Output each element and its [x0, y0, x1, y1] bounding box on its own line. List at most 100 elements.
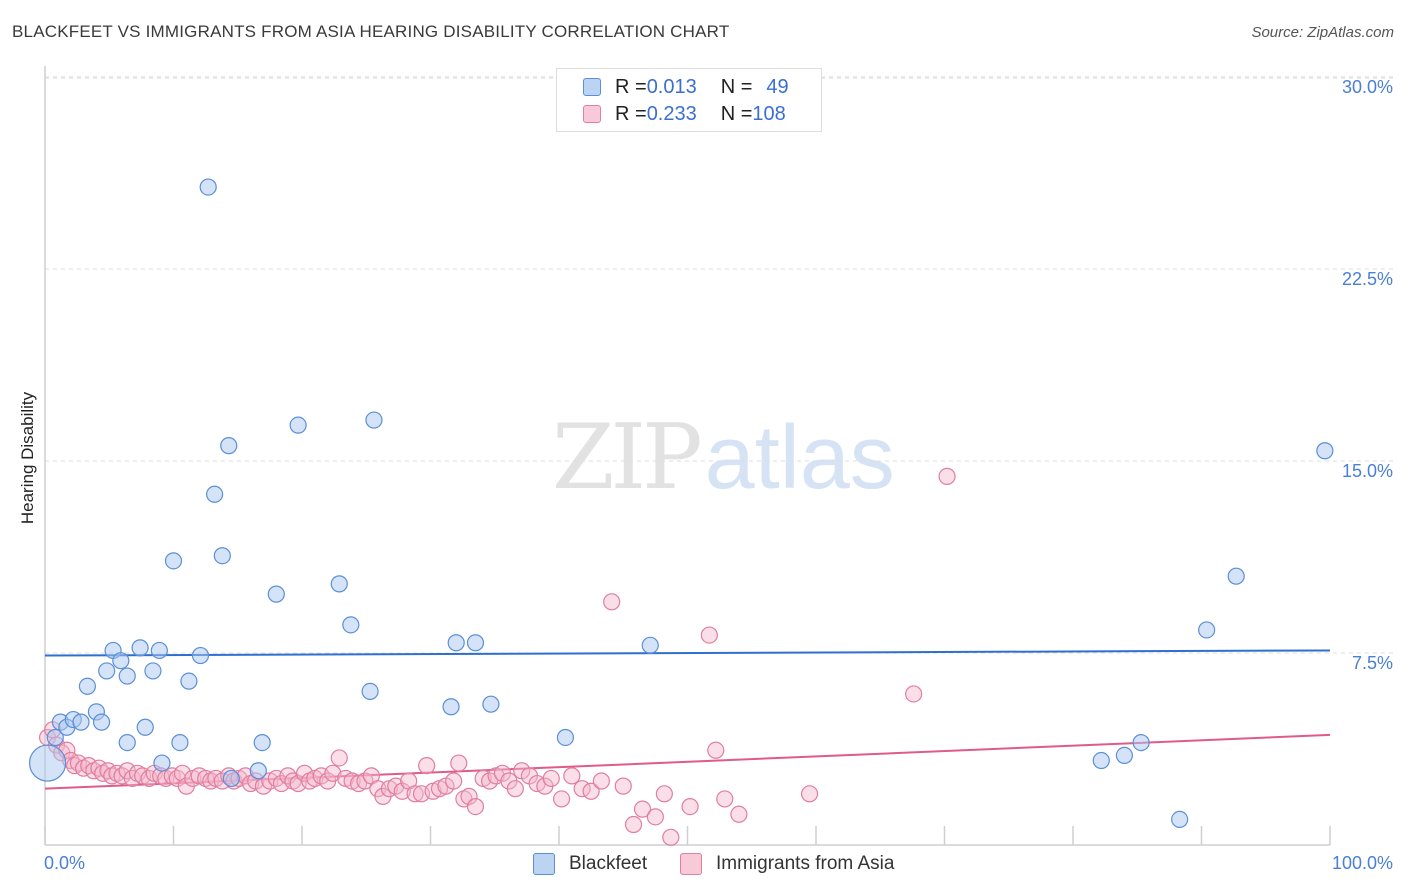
data-point-immigrants [173, 764, 192, 782]
bottom-swatch-blue [533, 853, 555, 875]
data-point-blackfeet [1132, 733, 1150, 752]
data-point-blackfeet [253, 733, 271, 752]
data-point-immigrants [406, 785, 424, 803]
data-point-blackfeet [466, 634, 485, 652]
data-point-blackfeet [28, 744, 67, 782]
data-point-blackfeet [199, 178, 217, 196]
data-point-blackfeet [330, 575, 348, 593]
data-point-blackfeet [136, 718, 154, 736]
data-point-immigrants [69, 754, 88, 772]
trend-lines [44, 649, 1331, 790]
bottom-legend-label: Blackfeet [569, 853, 648, 874]
data-point-blackfeet [150, 641, 168, 660]
data-point-blackfeet [72, 713, 90, 731]
data-point-immigrants [624, 815, 643, 834]
data-point-immigrants [324, 764, 342, 782]
data-point-blackfeet [118, 733, 136, 752]
bottom-legend-immigrants: Immigrants from Asia [680, 852, 894, 876]
data-point-blackfeet [92, 713, 111, 731]
y-tick-label: 30.0% [1342, 77, 1393, 97]
data-point-immigrants [393, 782, 411, 800]
data-point-immigrants [633, 800, 652, 818]
legend-n-value: 49 [766, 75, 789, 98]
data-point-immigrants [681, 797, 699, 816]
chart-title: BLACKFEET VS IMMIGRANTS FROM ASIA HEARIN… [12, 22, 730, 41]
data-point-immigrants [716, 790, 734, 808]
data-point-immigrants [552, 790, 571, 808]
data-point-immigrants [450, 754, 468, 772]
data-point-immigrants [730, 805, 748, 823]
data-point-blackfeet [220, 437, 238, 455]
data-point-immigrants [563, 767, 581, 785]
data-point-immigrants [707, 741, 725, 759]
legend-n-value: 108 [752, 102, 786, 125]
data-point-blackfeet [1316, 442, 1334, 460]
data-point-immigrants [445, 772, 463, 790]
data-point-blackfeet [1115, 746, 1134, 765]
axes [44, 66, 1331, 846]
bottom-swatch-pink [680, 853, 702, 875]
trend-line-blackfeet [44, 649, 1331, 657]
data-point-blackfeet [180, 672, 198, 690]
source-label: Source: ZipAtlas.com [1251, 24, 1394, 41]
data-point-immigrants [123, 769, 141, 788]
data-point-blackfeet [191, 646, 210, 665]
data-point-immigrants [330, 749, 348, 767]
x-tick-label: 0.0% [44, 853, 85, 873]
data-point-blackfeet [213, 547, 231, 565]
data-point-blackfeet [342, 616, 360, 634]
data-point-blackfeet [482, 695, 500, 713]
data-point-immigrants [542, 769, 560, 788]
data-point-immigrants [614, 777, 632, 795]
legend-n-label: N = [720, 75, 753, 98]
data-point-immigrants [603, 593, 621, 611]
stats-legend: R = 0.013 N = 49 R = 0.233 N = 108 [556, 68, 822, 132]
legend-r-value: 0.013 [646, 75, 697, 98]
bottom-legend-label: Immigrants from Asia [716, 853, 895, 874]
data-point-blackfeet [206, 485, 224, 503]
bottom-legend-blackfeet: Blackfeet [533, 852, 647, 876]
data-point-immigrants [655, 785, 673, 803]
data-point-immigrants [582, 782, 600, 800]
data-point-blackfeet [222, 769, 240, 788]
data-point-blackfeet [1092, 751, 1110, 770]
data-point-blackfeet [164, 552, 183, 570]
data-point-blackfeet [118, 667, 136, 685]
data-point-blackfeet [1227, 567, 1245, 585]
data-point-blackfeet [1171, 810, 1189, 829]
data-point-immigrants [592, 772, 611, 790]
data-point-blackfeet [249, 762, 267, 780]
y-tick-label: 7.5% [1352, 653, 1393, 673]
tick-labels: 7.5% 15.0% 22.5% 30.0% 0.0% 100.0% [44, 77, 1393, 873]
data-point-immigrants [938, 467, 956, 485]
data-point-immigrants [800, 785, 819, 803]
legend-swatch-blue [583, 78, 601, 96]
data-point-blackfeet [144, 662, 162, 680]
data-point-blackfeet [78, 677, 97, 695]
watermark: ZIPatlas [552, 405, 895, 510]
legend-n-label: N = [720, 102, 753, 125]
data-point-blackfeet [131, 639, 149, 657]
grid-lines [45, 76, 1395, 654]
legend-swatch-pink [583, 105, 601, 123]
legend-r-label: R = [615, 75, 647, 98]
data-point-blackfeet [442, 698, 460, 716]
data-point-blackfeet [98, 662, 116, 680]
data-point-blackfeet [267, 585, 285, 603]
data-point-blackfeet [289, 416, 307, 434]
legend-row-immigrants: R = 0.233 N = 108 [583, 102, 786, 126]
y-tick-label: 22.5% [1342, 269, 1393, 289]
data-point-immigrants [700, 626, 718, 644]
data-point-blackfeet [447, 634, 465, 652]
data-point-blackfeet [556, 728, 575, 747]
watermark-atlas: atlas [704, 408, 895, 508]
series-blackfeet [28, 178, 1334, 829]
series-immigrants-from-asia [38, 467, 956, 846]
data-point-blackfeet [1198, 621, 1216, 639]
data-point-blackfeet [112, 652, 130, 670]
data-point-immigrants [646, 808, 664, 826]
legend-r-value: 0.233 [646, 102, 697, 125]
data-point-immigrants [466, 797, 485, 816]
legend-r-label: R = [615, 102, 647, 125]
y-tick-label: 15.0% [1342, 461, 1393, 481]
